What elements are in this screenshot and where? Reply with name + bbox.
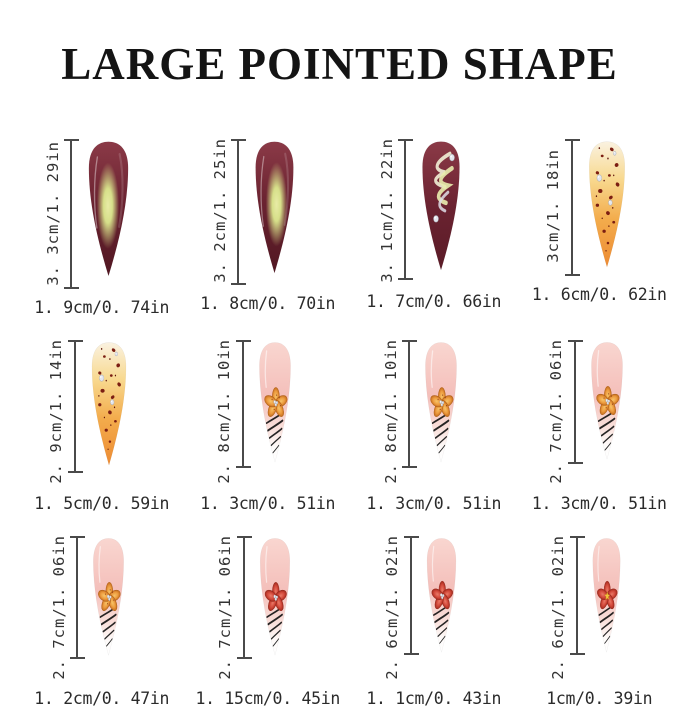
height-measurement-label: 2. 9cm/1. 14in — [47, 339, 66, 484]
width-measurement-label: 1cm/0. 39in — [546, 689, 653, 709]
width-measurement-label: 1. 6cm/0. 62in — [531, 284, 667, 304]
nail-image — [586, 340, 628, 461]
nail-cell: 2. 7cm/1. 06in 1. 2cm/0. 47in — [12, 535, 169, 709]
nail-image — [588, 536, 625, 654]
measure-row: 3. 3cm/1. 29in — [43, 138, 136, 289]
height-measure-line — [70, 535, 86, 659]
measure-row: 2. 8cm/1. 10in — [381, 339, 463, 484]
width-measurement-label: 1. 7cm/0. 66in — [366, 292, 502, 312]
width-measurement-label: 1. 3cm/0. 51in — [531, 493, 667, 513]
measure-row: 2. 9cm/1. 14in — [47, 339, 132, 484]
nail-art-graphic — [592, 537, 621, 653]
nail-cell: 3. 3cm/1. 29in 1. 9cm/0. 74in — [12, 138, 170, 318]
nail-art-graphic — [590, 342, 623, 460]
height-measure-line — [64, 138, 80, 289]
height-measurement-label: 2. 7cm/1. 06in — [216, 534, 235, 680]
nail-art-graphic — [422, 141, 460, 271]
nail-cell: 3. 2cm/1. 25in 1. 8cm/0. 70in — [178, 138, 336, 313]
measure-row: 3. 2cm/1. 25in — [210, 138, 301, 285]
measure-row: 3cm/1. 18in — [544, 138, 631, 276]
measurement-diagram: 3. 3cm/1. 29in 1. 9cm/0. 74in 3. 2cm/1. … — [0, 120, 679, 709]
nail-cell: 2. 6cm/1. 02in 1. 1cm/0. 43in — [344, 535, 501, 709]
nail-image — [88, 536, 129, 657]
nail-art-graphic — [588, 140, 625, 268]
nail-art-graphic — [93, 537, 125, 656]
measure-row: 2. 8cm/1. 10in — [215, 339, 296, 484]
width-measurement-label: 1. 5cm/0. 59in — [34, 493, 170, 513]
nail-cell: 2. 7cm/1. 06in 1. 3cm/0. 51in — [510, 339, 667, 513]
nail-art-graphic — [89, 141, 129, 277]
height-measurement-label: 3. 1cm/1. 22in — [377, 137, 396, 283]
nail-art-graphic — [425, 342, 457, 463]
nail-image — [86, 340, 132, 467]
nail-art-graphic — [426, 537, 456, 653]
nail-art-graphic — [255, 141, 295, 274]
height-measurement-label: 2. 7cm/1. 06in — [547, 339, 565, 484]
height-measure-line — [402, 340, 417, 469]
height-measurement-label: 2. 8cm/1. 10in — [381, 339, 400, 484]
measure-row: 2. 6cm/1. 02in — [383, 534, 461, 680]
nail-image — [82, 139, 135, 278]
measure-row: 2. 7cm/1. 06in — [547, 339, 628, 484]
width-measurement-label: 1. 3cm/0. 51in — [200, 493, 336, 513]
nail-cell: 3cm/1. 18in 1. 6cm/0. 62in — [510, 138, 667, 304]
nail-image — [416, 139, 466, 272]
page-title: LARGE POINTED SHAPE — [61, 39, 618, 89]
height-measure-line — [564, 138, 580, 276]
width-measurement-label: 1. 3cm/0. 51in — [366, 493, 502, 513]
nail-cell: 2. 9cm/1. 14in 1. 5cm/0. 59in — [12, 339, 169, 513]
nail-image — [255, 536, 295, 657]
height-measurement-label: 2. 6cm/1. 02in — [549, 534, 568, 680]
height-measure-line — [236, 535, 252, 659]
nail-image — [583, 139, 631, 269]
width-measurement-label: 1. 15cm/0. 45in — [195, 689, 340, 709]
height-measure-line — [67, 340, 83, 473]
height-measurement-label: 3. 2cm/1. 25in — [210, 138, 229, 283]
nail-cell: 2. 8cm/1. 10in 1. 3cm/0. 51in — [178, 339, 335, 513]
height-measure-line — [403, 535, 419, 655]
nail-art-graphic — [91, 342, 127, 466]
height-measure-line — [569, 535, 585, 655]
nail-art-graphic — [260, 537, 290, 656]
nail-cell: 2. 8cm/1. 10in 1. 3cm/0. 51in — [344, 339, 501, 513]
nail-art-graphic — [259, 342, 291, 463]
nail-cell: 2. 7cm/1. 06in 1. 15cm/0. 45in — [173, 535, 340, 709]
width-measurement-label: 1. 1cm/0. 43in — [366, 689, 502, 709]
measure-row: 2. 6cm/1. 02in — [549, 534, 625, 680]
width-measurement-label: 1. 8cm/0. 70in — [200, 293, 336, 313]
height-measure-line — [235, 340, 251, 469]
nail-image — [254, 340, 296, 464]
height-measurement-label: 3cm/1. 18in — [544, 149, 562, 263]
nail-image — [420, 340, 462, 464]
height-measure-line — [567, 340, 583, 464]
height-measurement-label: 2. 8cm/1. 10in — [215, 339, 234, 484]
measure-row: 2. 7cm/1. 06in — [49, 534, 130, 680]
nail-image — [422, 536, 461, 654]
height-measurement-label: 3. 3cm/1. 29in — [43, 140, 62, 286]
measure-row: 2. 7cm/1. 06in — [216, 534, 295, 680]
height-measure-line — [231, 138, 247, 285]
nail-cell: 3. 1cm/1. 22in 1. 7cm/0. 66in — [344, 138, 501, 312]
height-measurement-label: 2. 7cm/1. 06in — [49, 534, 68, 680]
nail-cell: 2. 6cm/1. 02in 1cm/0. 39in — [524, 535, 652, 709]
height-measurement-label: 2. 6cm/1. 02in — [383, 534, 401, 680]
width-measurement-label: 1. 9cm/0. 74in — [34, 298, 170, 318]
measure-row: 3. 1cm/1. 22in — [377, 137, 467, 283]
width-measurement-label: 1. 2cm/0. 47in — [34, 689, 170, 709]
height-measure-line — [398, 138, 413, 280]
nail-image — [249, 139, 300, 275]
